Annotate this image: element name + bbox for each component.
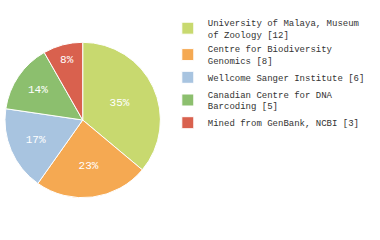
svg-text:Wellcome Sanger Institute [6]: Wellcome Sanger Institute [6] — [208, 74, 365, 84]
svg-text:Centre for BiodiversityGenomic: Centre for BiodiversityGenomics [8] — [208, 45, 333, 67]
svg-text:14%: 14% — [28, 84, 48, 96]
svg-text:8%: 8% — [60, 54, 74, 66]
svg-text:17%: 17% — [26, 134, 46, 146]
svg-text:University of Malaya, Museumof: University of Malaya, Museumof Zoology [… — [208, 19, 359, 41]
svg-text:Canadian Centre for DNABarcodi: Canadian Centre for DNABarcoding [5] — [208, 91, 333, 113]
svg-text:35%: 35% — [110, 97, 130, 109]
svg-text:Mined from GenBank, NCBI [3]: Mined from GenBank, NCBI [3] — [208, 119, 359, 129]
svg-text:23%: 23% — [79, 160, 99, 172]
